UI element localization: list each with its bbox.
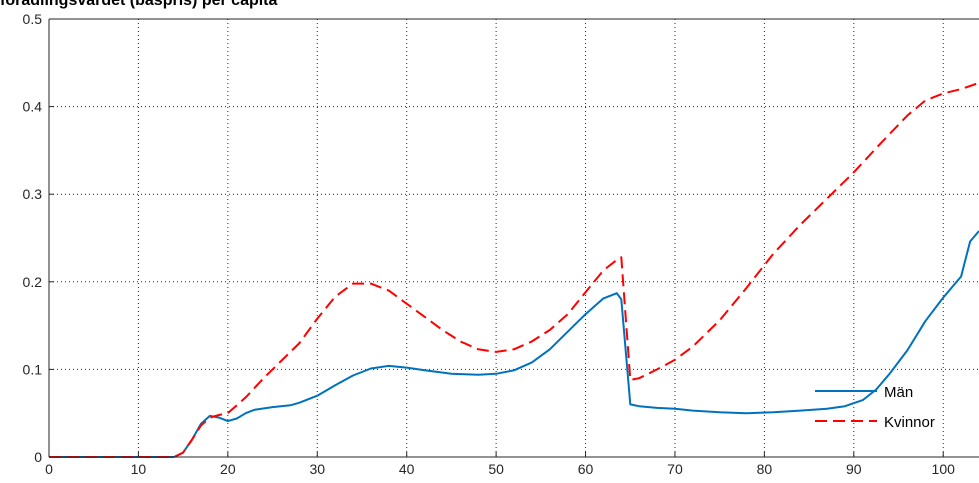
series-line-man — [49, 230, 979, 458]
legend: Män Kvinnor — [815, 384, 935, 431]
y-tick-label: 0.1 — [23, 361, 43, 377]
y-tick-label: 0.5 — [23, 11, 43, 27]
x-tick-label: 50 — [488, 461, 504, 477]
x-tick-label: 0 — [45, 461, 53, 477]
y-tick-label: 0 — [34, 449, 42, 465]
series-layer — [49, 81, 979, 458]
chart-title: förädlingsvärdet (baspris) per capita — [0, 0, 278, 9]
x-tick-label: 100 — [932, 461, 956, 477]
x-tick-label: 80 — [757, 461, 773, 477]
y-tick-label: 0.3 — [23, 186, 43, 202]
x-tick-label: 70 — [667, 461, 683, 477]
x-tick-label: 40 — [399, 461, 415, 477]
ticks: 0 10 20 30 40 50 60 70 80 90 100 0 0.1 0.2 0.3 0.4 0.5 — [23, 11, 956, 477]
axes — [48, 18, 979, 458]
x-tick-label: 20 — [220, 461, 236, 477]
plot-area — [49, 19, 979, 457]
x-tick-label: 30 — [309, 461, 325, 477]
series-line-kvinnor — [49, 81, 979, 458]
legend-label-man: Män — [884, 384, 913, 401]
x-tick-label: 60 — [578, 461, 594, 477]
x-tick-label: 90 — [846, 461, 862, 477]
x-tick-label: 10 — [131, 461, 147, 477]
y-tick-label: 0.2 — [23, 274, 43, 290]
y-tick-label: 0.4 — [23, 99, 43, 115]
legend-label-kvinnor: Kvinnor — [884, 414, 935, 431]
